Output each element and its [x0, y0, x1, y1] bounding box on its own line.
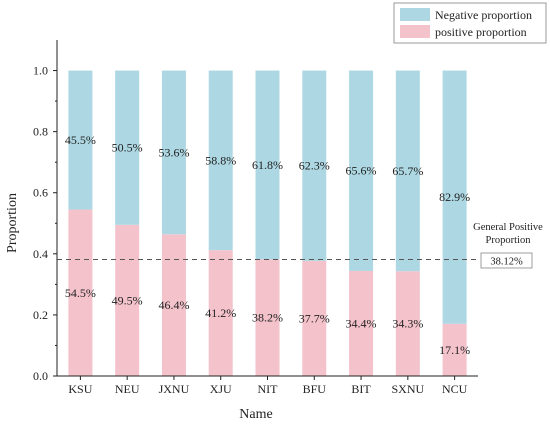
label-positive-ncu: 17.1%: [439, 343, 470, 357]
x-tick-label-nit: NIT: [258, 382, 279, 396]
label-positive-bit: 34.4%: [346, 316, 377, 330]
legend: Negative proportion positive proportion: [393, 2, 547, 44]
bar-labels-group: 54.5% 45.5% 49.5% 50.5% 46.4% 53.6% 41.2% 58.8%…: [65, 133, 470, 357]
label-positive-bfu: 37.7%: [299, 311, 330, 325]
bar-negative-bit: [349, 70, 374, 271]
x-tick-label-ksu: KSU: [68, 382, 92, 396]
label-negative-ncu: 82.9%: [439, 190, 470, 204]
bar-negative-neu: [115, 70, 140, 225]
bar-positive-bfu: [302, 260, 327, 376]
y-ticks-group: 0.0 0.2 0.4 0.6 0.8 1.0: [33, 64, 57, 383]
y-tick-label-0.8: 0.8: [33, 125, 48, 139]
x-tick-label-xju: XJU: [210, 382, 232, 396]
label-positive-neu: 49.5%: [112, 293, 143, 307]
label-positive-jxnu: 46.4%: [158, 298, 189, 312]
bar-negative-ksu: [68, 70, 93, 210]
y-tick-label-0.0: 0.0: [33, 369, 48, 383]
bar-positive-sxnu: [395, 271, 420, 376]
label-positive-nit: 38.2%: [252, 311, 283, 325]
reference-annotation: General Positive Proportion 38.12%: [473, 222, 543, 269]
reference-value-label: 38.12%: [490, 257, 523, 268]
y-tick-label-1.0: 1.0: [33, 64, 48, 78]
label-negative-bfu: 62.3%: [299, 159, 330, 173]
bar-positive-ksu: [68, 209, 93, 376]
label-negative-jxnu: 53.6%: [158, 145, 189, 159]
label-negative-neu: 50.5%: [112, 141, 143, 155]
bar-negative-sxnu: [395, 70, 420, 272]
x-tick-label-ncu: NCU: [442, 382, 468, 396]
label-negative-ksu: 45.5%: [65, 133, 96, 147]
legend-swatch-positive: [400, 25, 430, 38]
bar-negative-nit: [255, 70, 280, 260]
label-positive-ksu: 54.5%: [65, 286, 96, 300]
bar-negative-bfu: [302, 70, 327, 261]
legend-swatch-negative: [400, 8, 430, 21]
legend-label-positive: positive proportion: [435, 25, 527, 39]
legend-label-negative: Negative proportion: [435, 8, 532, 22]
bar-negative-xju: [208, 70, 233, 251]
label-positive-sxnu: 34.3%: [392, 317, 423, 331]
bar-positive-bit: [349, 270, 374, 376]
bars-group: [68, 70, 467, 376]
bar-positive-xju: [208, 250, 233, 376]
label-positive-xju: 41.2%: [205, 306, 236, 320]
x-tick-label-bit: BIT: [351, 382, 371, 396]
bar-negative-jxnu: [161, 70, 186, 235]
x-ticks-group: KSU NEU JXNU XJU NIT BFU BIT SXNU NCU: [68, 376, 468, 396]
x-tick-label-bfu: BFU: [303, 382, 327, 396]
y-axis-title: Proportion: [5, 193, 20, 253]
x-axis-title: Name: [239, 407, 272, 422]
bar-positive-jxnu: [161, 234, 186, 376]
label-negative-bit: 65.6%: [346, 164, 377, 178]
reference-label-line2: Proportion: [486, 235, 532, 246]
y-tick-label-0.2: 0.2: [33, 308, 48, 322]
bar-positive-neu: [115, 224, 140, 376]
bar-positive-ncu: [442, 323, 467, 376]
x-tick-label-sxnu: SXNU: [391, 382, 424, 396]
label-negative-xju: 58.8%: [205, 153, 236, 167]
y-tick-label-0.4: 0.4: [33, 247, 48, 261]
reference-value-box: [480, 252, 533, 269]
reference-label-line1: General Positive: [473, 222, 543, 233]
y-tick-label-0.6: 0.6: [33, 186, 48, 200]
x-tick-label-jxnu: JXNU: [159, 382, 190, 396]
legend-frame: [393, 2, 547, 44]
bar-positive-nit: [255, 259, 280, 376]
x-tick-label-neu: NEU: [115, 382, 140, 396]
label-negative-sxnu: 65.7%: [392, 164, 423, 178]
label-negative-nit: 61.8%: [252, 158, 283, 172]
bar-negative-ncu: [442, 70, 467, 324]
